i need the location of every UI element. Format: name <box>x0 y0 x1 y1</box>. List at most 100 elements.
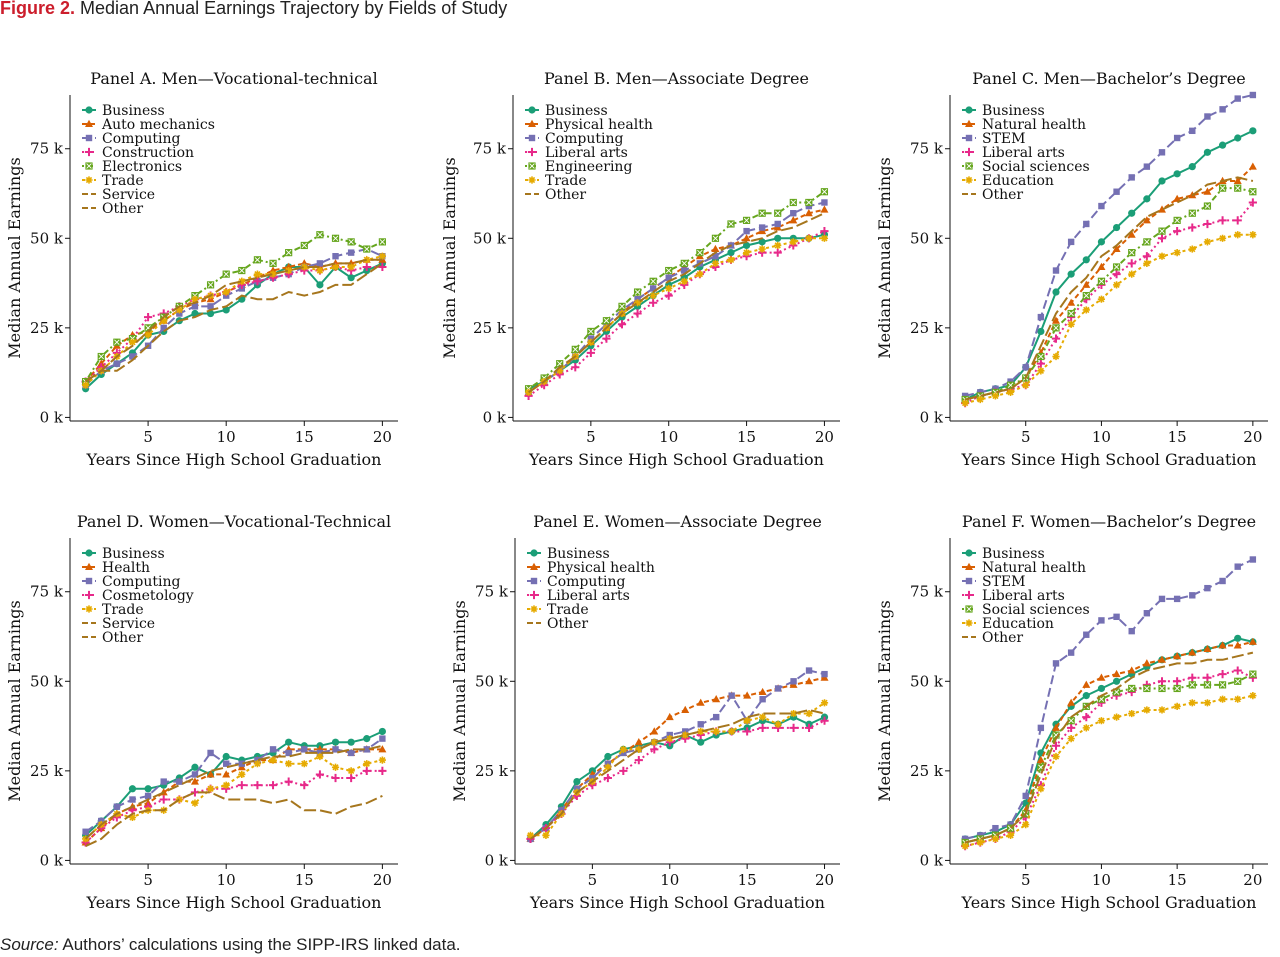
legend-marker <box>84 590 94 600</box>
data-point <box>743 227 750 235</box>
legend-marker <box>528 119 536 127</box>
legend-marker <box>530 562 538 570</box>
data-point <box>1233 641 1242 649</box>
data-point <box>697 721 704 728</box>
series-construction <box>81 262 387 386</box>
data-point <box>961 842 969 850</box>
data-point <box>602 334 611 343</box>
data-point <box>82 835 90 843</box>
data-point <box>1173 652 1182 660</box>
x-tick-label: 10 <box>217 871 236 889</box>
data-point <box>617 320 627 329</box>
data-point <box>1067 320 1075 328</box>
data-point <box>603 773 612 783</box>
data-point <box>635 745 643 753</box>
data-point <box>1067 723 1076 732</box>
x-tick-label: 10 <box>1092 871 1111 889</box>
data-point <box>1203 699 1212 707</box>
legend-label: Computing <box>547 574 626 590</box>
data-point <box>378 745 387 753</box>
panel-title: Panel C. Men—Bachelor’s Degree <box>972 69 1246 88</box>
data-point <box>1082 692 1090 700</box>
legend-marker <box>529 590 539 600</box>
series-line <box>528 233 825 390</box>
data-point <box>1249 188 1257 196</box>
data-point <box>586 348 595 358</box>
legend-item: Physical health <box>527 560 655 576</box>
legend-marker <box>530 549 538 557</box>
legend-item: Other <box>82 630 143 646</box>
data-point <box>347 767 355 775</box>
data-point <box>222 306 230 314</box>
legend-item: Other <box>962 187 1023 203</box>
data-point <box>1143 259 1151 267</box>
source-label: Source: <box>0 935 59 954</box>
data-point <box>1188 223 1197 232</box>
data-point <box>378 252 386 260</box>
legend-marker <box>527 147 537 157</box>
data-point <box>650 738 658 746</box>
data-point <box>650 745 659 754</box>
data-point <box>805 234 813 242</box>
series-line <box>529 708 825 840</box>
data-point <box>175 306 183 314</box>
legend-item: STEM <box>962 574 1025 590</box>
data-point <box>1037 313 1045 321</box>
data-point <box>774 234 782 242</box>
data-point <box>1082 292 1090 300</box>
data-point <box>524 388 533 396</box>
x-tick-label: 15 <box>738 871 757 889</box>
data-point <box>633 309 642 318</box>
data-point <box>681 705 690 713</box>
data-point <box>1127 259 1136 268</box>
legend-label: Business <box>982 103 1045 119</box>
legend-item: Trade <box>82 173 144 189</box>
legend-marker <box>85 605 93 613</box>
data-point <box>378 262 387 272</box>
series-line <box>84 755 383 840</box>
data-point <box>1113 188 1120 195</box>
x-tick-label: 5 <box>1021 428 1031 446</box>
data-point <box>774 685 782 692</box>
data-point <box>1218 641 1227 649</box>
legend-label: Health <box>102 560 150 576</box>
data-point <box>1218 695 1227 703</box>
x-tick-label: 15 <box>1168 428 1187 446</box>
data-point <box>1097 684 1106 693</box>
x-tick-label: 15 <box>295 871 314 889</box>
data-point <box>1067 309 1075 318</box>
legend-label: Engineering <box>545 159 632 175</box>
data-point <box>1203 148 1212 156</box>
data-point <box>191 303 199 310</box>
data-point <box>363 760 371 768</box>
legend-item: Business <box>82 546 165 562</box>
y-axis-label: Median Annual Earnings <box>450 600 469 801</box>
series-social-sciences <box>961 670 1257 847</box>
data-point <box>1249 692 1257 700</box>
legend-item: Education <box>962 616 1054 632</box>
data-point <box>1158 227 1166 235</box>
data-point <box>1248 637 1257 645</box>
series-trade <box>82 252 386 389</box>
data-point <box>1112 688 1121 696</box>
legend-label: Service <box>102 616 155 632</box>
legend-item: Computing <box>82 574 181 590</box>
x-tick-label: 15 <box>737 428 756 446</box>
x-tick-label: 20 <box>1243 871 1262 889</box>
data-point <box>697 738 705 746</box>
data-point <box>820 227 829 236</box>
data-point <box>820 234 829 242</box>
data-point <box>1203 219 1212 229</box>
data-point <box>697 727 705 736</box>
data-point <box>1098 202 1105 210</box>
data-point <box>634 756 643 765</box>
data-point <box>759 696 766 703</box>
series-service <box>85 791 383 848</box>
data-point <box>604 752 612 761</box>
legend-item: Education <box>962 173 1054 189</box>
data-point <box>206 281 215 289</box>
data-point <box>1249 670 1257 678</box>
y-axis-label: Median Annual Earnings <box>875 157 894 358</box>
data-point <box>727 249 735 257</box>
